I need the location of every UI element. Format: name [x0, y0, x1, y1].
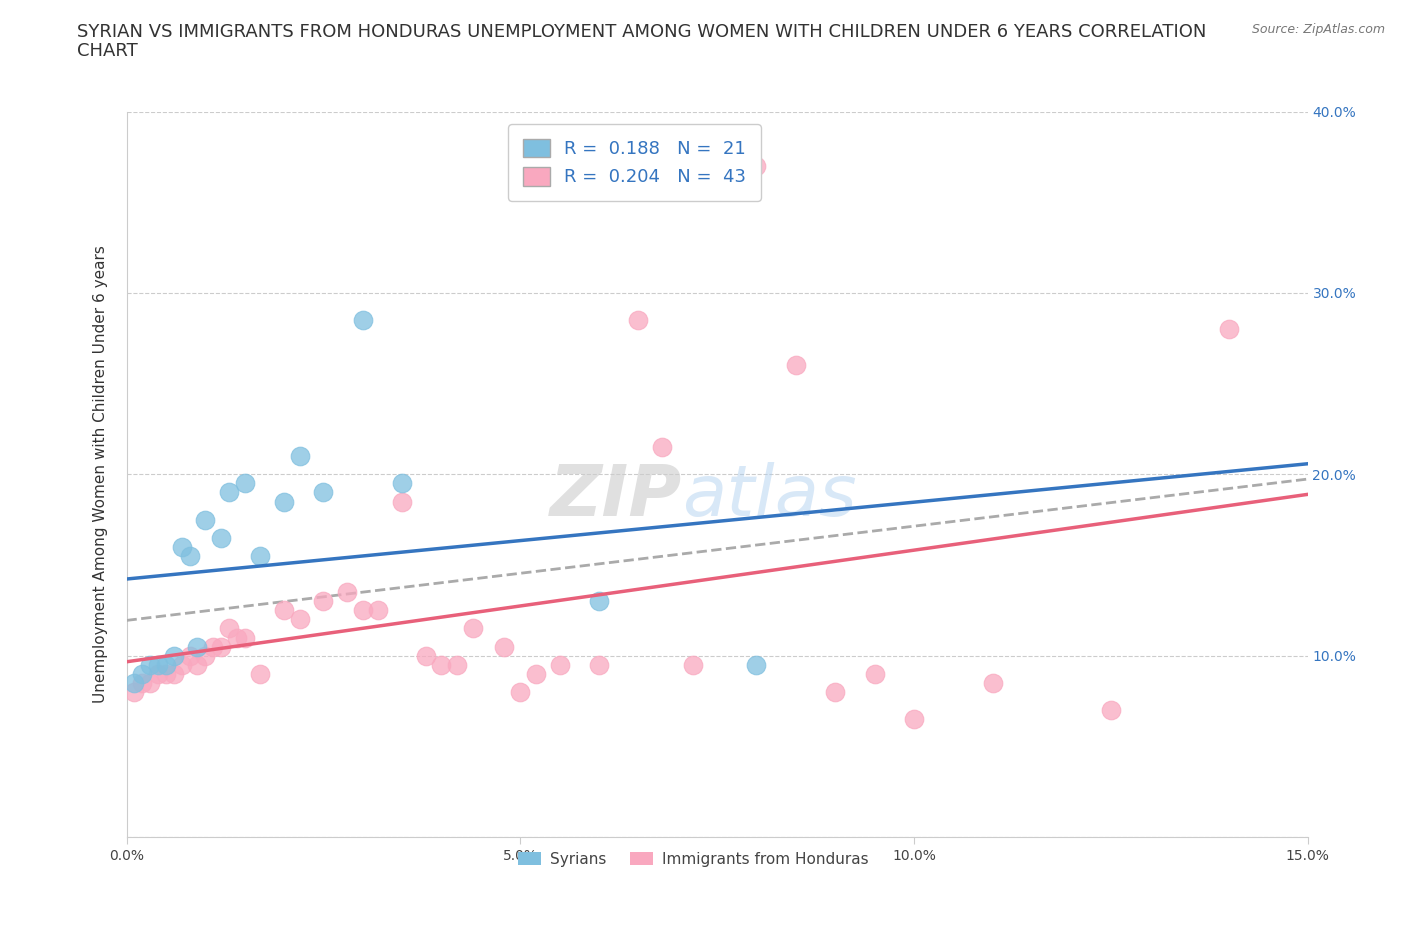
- Legend: Syrians, Immigrants from Honduras: Syrians, Immigrants from Honduras: [512, 845, 875, 873]
- Point: [218, 621, 240, 636]
- Point: [209, 639, 232, 654]
- Point: [186, 639, 208, 654]
- Point: [249, 667, 271, 682]
- Point: [1218, 322, 1240, 337]
- Point: [863, 667, 886, 682]
- Point: [155, 667, 177, 682]
- Point: [139, 675, 162, 690]
- Point: [288, 449, 311, 464]
- Point: [312, 594, 335, 609]
- Point: [367, 603, 389, 618]
- Point: [903, 711, 925, 726]
- Point: [509, 684, 531, 699]
- Point: [249, 549, 271, 564]
- Point: [352, 312, 374, 327]
- Point: [233, 631, 256, 645]
- Text: Source: ZipAtlas.com: Source: ZipAtlas.com: [1251, 23, 1385, 36]
- Point: [186, 658, 208, 672]
- Point: [745, 658, 768, 672]
- Point: [194, 512, 217, 527]
- Point: [146, 658, 169, 672]
- Point: [124, 684, 146, 699]
- Point: [312, 485, 335, 500]
- Y-axis label: Unemployment Among Women with Children Under 6 years: Unemployment Among Women with Children U…: [93, 246, 108, 703]
- Point: [588, 658, 610, 672]
- Point: [163, 648, 186, 663]
- Point: [179, 549, 201, 564]
- Point: [163, 667, 186, 682]
- Point: [179, 648, 201, 663]
- Point: [682, 658, 704, 672]
- Point: [218, 485, 240, 500]
- Point: [824, 684, 846, 699]
- Point: [524, 667, 547, 682]
- Point: [352, 603, 374, 618]
- Text: atlas: atlas: [682, 461, 856, 530]
- Point: [194, 648, 217, 663]
- Point: [124, 675, 146, 690]
- Point: [131, 667, 153, 682]
- Point: [273, 603, 295, 618]
- Point: [225, 631, 247, 645]
- Point: [745, 158, 768, 173]
- Text: SYRIAN VS IMMIGRANTS FROM HONDURAS UNEMPLOYMENT AMONG WOMEN WITH CHILDREN UNDER : SYRIAN VS IMMIGRANTS FROM HONDURAS UNEMP…: [77, 23, 1206, 41]
- Point: [209, 530, 232, 545]
- Point: [1099, 703, 1122, 718]
- Point: [131, 675, 153, 690]
- Point: [391, 494, 413, 509]
- Point: [981, 675, 1004, 690]
- Point: [494, 639, 516, 654]
- Point: [391, 476, 413, 491]
- Point: [627, 312, 650, 327]
- Point: [336, 585, 359, 600]
- Point: [202, 639, 225, 654]
- Point: [651, 440, 673, 455]
- Point: [170, 658, 193, 672]
- Point: [155, 658, 177, 672]
- Point: [785, 358, 807, 373]
- Point: [588, 594, 610, 609]
- Point: [233, 476, 256, 491]
- Text: CHART: CHART: [77, 42, 138, 60]
- Text: ZIP: ZIP: [550, 461, 682, 530]
- Point: [170, 539, 193, 554]
- Point: [288, 612, 311, 627]
- Point: [430, 658, 453, 672]
- Point: [461, 621, 484, 636]
- Point: [139, 658, 162, 672]
- Point: [415, 648, 437, 663]
- Point: [548, 658, 571, 672]
- Point: [273, 494, 295, 509]
- Point: [146, 667, 169, 682]
- Point: [446, 658, 468, 672]
